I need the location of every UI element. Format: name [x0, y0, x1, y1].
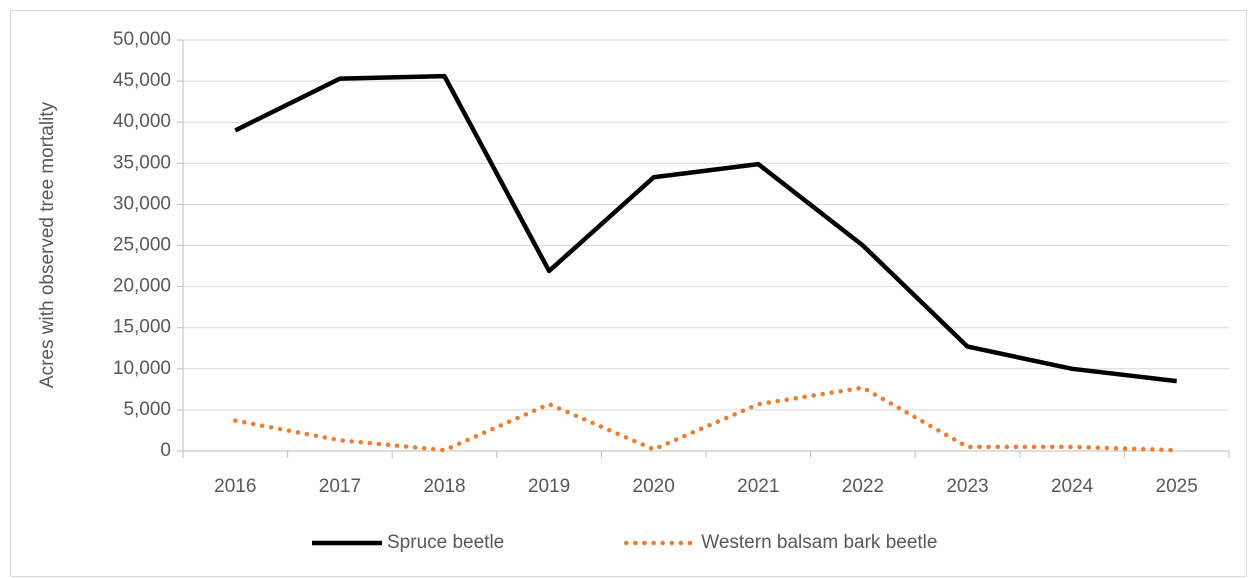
- x-tick-label: 2021: [737, 476, 779, 497]
- x-tick-label: 2019: [528, 476, 570, 497]
- y-tick-label: 15,000: [113, 317, 171, 338]
- x-tick-label: 2023: [946, 476, 988, 497]
- x-tick-label: 2017: [319, 476, 361, 497]
- y-tick-label: 30,000: [113, 193, 171, 214]
- y-tick-label: 0: [160, 440, 171, 461]
- y-tick-label: 50,000: [113, 29, 171, 50]
- y-tick-label: 35,000: [113, 152, 171, 173]
- y-axis-title: Acres with observed tree mortality: [37, 101, 58, 388]
- y-tick-label: 10,000: [113, 358, 171, 379]
- legend-label: Western balsam bark beetle: [701, 532, 937, 553]
- x-tick-label: 2020: [633, 476, 675, 497]
- series-line: [234, 73, 1177, 384]
- x-tick-label: 2016: [214, 476, 256, 497]
- y-tick-label: 40,000: [113, 111, 171, 132]
- y-tick-label: 45,000: [113, 70, 171, 91]
- chart-frame: [10, 10, 1247, 577]
- legend-label: Spruce beetle: [387, 532, 504, 553]
- x-tick-label: 2025: [1156, 476, 1198, 497]
- y-tick-label: 5,000: [123, 399, 171, 420]
- x-tick-label: 2018: [423, 476, 465, 497]
- y-tick-label: 20,000: [113, 276, 171, 297]
- y-tick-label: 25,000: [113, 235, 171, 256]
- x-tick-label: 2024: [1051, 476, 1094, 497]
- x-tick-label: 2022: [842, 476, 884, 497]
